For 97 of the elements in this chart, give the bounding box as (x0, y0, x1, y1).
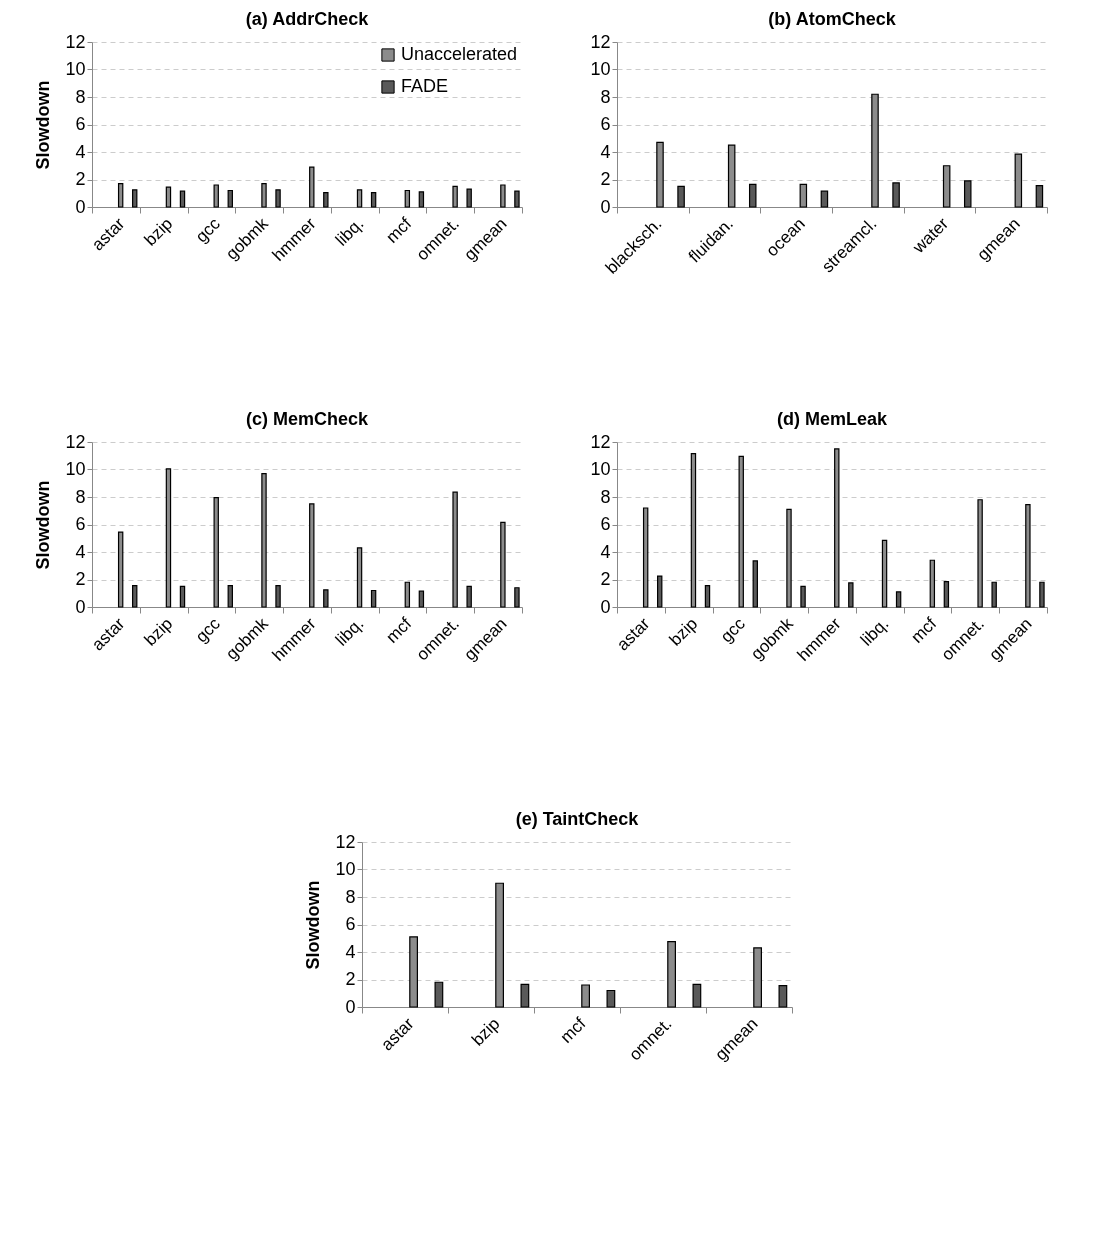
bar (1038, 581, 1045, 608)
bar (322, 589, 329, 608)
legend-label: FADE (400, 76, 448, 96)
x-tick-label: gcc (716, 613, 749, 647)
x-tick-label: libq. (331, 214, 367, 250)
y-tick-label: 10 (589, 459, 610, 479)
bar (465, 188, 472, 208)
chart-title: (b) AtomCheck (767, 9, 897, 29)
bar (418, 590, 424, 608)
y-axis-title: Slowdown (32, 480, 53, 570)
bar (179, 190, 185, 208)
bar (990, 581, 997, 608)
y-tick-label: 0 (74, 196, 85, 217)
bar (895, 591, 901, 608)
y-axis-title: Slowdown (302, 880, 323, 970)
bar (274, 585, 281, 608)
chart-title: (e) TaintCheck (515, 809, 639, 829)
chart-title: (d) MemLeak (776, 409, 888, 429)
x-tick-label: mcf (556, 1013, 590, 1047)
y-tick-label: 12 (64, 431, 85, 452)
bar (820, 190, 828, 208)
bar (370, 589, 376, 608)
bar (676, 185, 685, 208)
y-tick-label: 10 (64, 59, 85, 79)
bar (418, 191, 424, 208)
bar (322, 191, 329, 208)
bar (131, 189, 137, 208)
x-tick-label: libq. (331, 614, 367, 650)
bar (513, 587, 520, 608)
y-tick-label: 10 (334, 859, 355, 879)
y-tick-label: 8 (74, 486, 85, 507)
x-tick-label: bzip (467, 1014, 504, 1050)
y-tick-label: 8 (599, 486, 610, 507)
y-tick-label: 12 (64, 31, 85, 52)
y-tick-label: 2 (599, 169, 610, 189)
bar (434, 981, 443, 1008)
y-tick-label: 6 (344, 914, 355, 934)
bar (704, 585, 710, 608)
y-tick-label: 10 (589, 59, 610, 79)
y-tick-label: 2 (599, 569, 610, 589)
bar (752, 560, 758, 608)
bar (513, 190, 520, 208)
bar (943, 580, 949, 608)
x-tick-label: bzip (140, 214, 176, 250)
y-tick-label: 6 (599, 114, 610, 134)
y-tick-label: 0 (599, 196, 610, 217)
bar (520, 983, 529, 1008)
y-tick-label: 4 (74, 541, 85, 562)
y-tick-label: 4 (344, 941, 355, 962)
bar (370, 191, 376, 208)
y-tick-label: 6 (74, 114, 85, 134)
y-tick-label: 12 (589, 31, 610, 52)
y-tick-label: 10 (64, 459, 85, 479)
y-tick-label: 6 (74, 514, 85, 534)
x-tick-label: gcc (191, 613, 224, 647)
bar (131, 585, 137, 608)
y-axis-title: Slowdown (32, 80, 53, 170)
bar (1035, 185, 1043, 208)
y-tick-label: 0 (599, 596, 610, 617)
bar (847, 582, 854, 608)
bar (963, 180, 972, 208)
bar (465, 585, 472, 608)
x-tick-label: gcc (191, 213, 224, 247)
bar (227, 585, 233, 608)
legend-label: Unaccelerated (400, 44, 517, 64)
y-tick-label: 12 (589, 431, 610, 452)
bar (748, 183, 757, 208)
bar (656, 575, 662, 608)
y-tick-label: 0 (344, 996, 355, 1017)
bar (799, 585, 806, 608)
y-tick-label: 0 (74, 596, 85, 617)
bar (778, 985, 787, 1008)
bar (179, 585, 185, 608)
chart-title: (a) AddrCheck (245, 9, 369, 29)
bar (606, 989, 615, 1008)
y-tick-label: 2 (74, 569, 85, 589)
y-tick-label: 4 (74, 141, 85, 162)
y-tick-label: 4 (599, 541, 610, 562)
bar (692, 983, 701, 1008)
y-tick-label: 4 (599, 141, 610, 162)
x-tick-label: mcf (381, 613, 415, 647)
y-tick-label: 8 (344, 886, 355, 907)
x-tick-label: libq. (856, 614, 892, 650)
bar (891, 182, 900, 208)
x-tick-label: bzip (665, 614, 701, 650)
x-tick-label: mcf (906, 613, 940, 647)
y-tick-label: 2 (74, 169, 85, 189)
bar (227, 189, 233, 208)
chart-title: (c) MemCheck (245, 409, 369, 429)
y-tick-label: 8 (74, 86, 85, 107)
bar (274, 189, 281, 208)
y-tick-label: 12 (334, 831, 355, 852)
y-tick-label: 8 (599, 86, 610, 107)
x-tick-label: bzip (140, 614, 176, 650)
y-tick-label: 2 (344, 969, 355, 989)
y-tick-label: 6 (599, 514, 610, 534)
x-tick-label: mcf (381, 213, 415, 247)
